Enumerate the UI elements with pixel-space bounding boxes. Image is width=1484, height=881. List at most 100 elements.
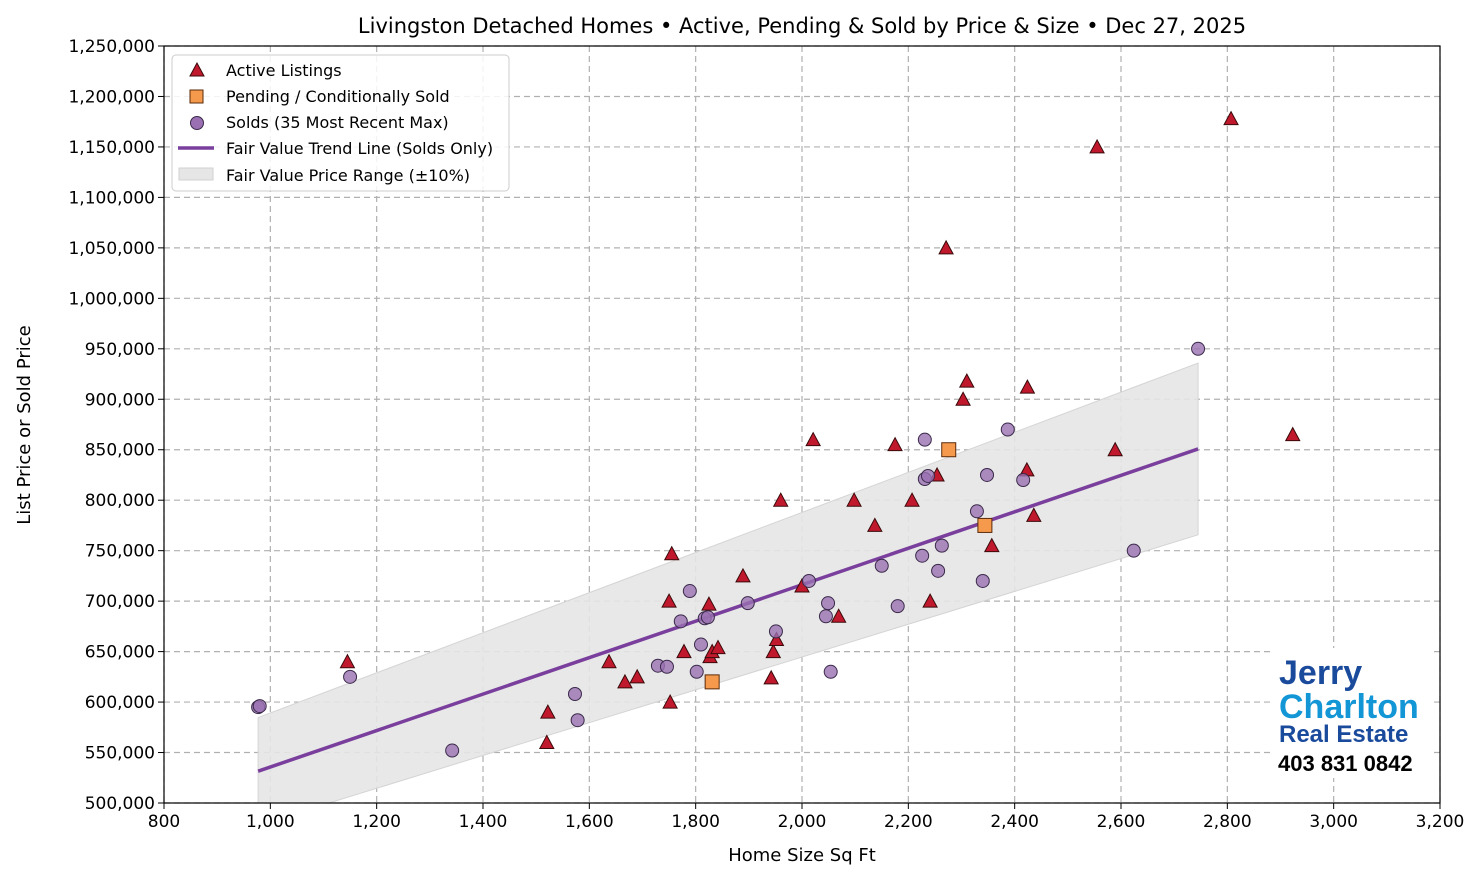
sold-point xyxy=(818,609,833,624)
legend-band: Fair Value Price Range (±10%) xyxy=(226,166,470,185)
y-tick-label: 900,000 xyxy=(85,390,155,410)
sold-point xyxy=(1126,543,1141,558)
jerry-charlton-logo: Jerry Charlton Real Estate 403 831 0842 xyxy=(1270,648,1430,778)
x-tick-label: 3,200 xyxy=(1416,812,1465,832)
y-tick-label: 500,000 xyxy=(85,794,155,814)
x-tick-label: 2,400 xyxy=(990,812,1039,832)
active-listing-point xyxy=(867,517,883,532)
active-listing-point xyxy=(538,734,555,749)
active-listing-point xyxy=(1223,110,1239,126)
x-tick-label: 2,200 xyxy=(884,812,933,832)
sold-point xyxy=(1191,341,1206,356)
active-listing-point xyxy=(938,239,954,255)
legend-pending: Pending / Conditionally Sold xyxy=(226,87,450,106)
active-listing-point xyxy=(830,608,847,623)
active-listing-point xyxy=(765,643,782,659)
active-listing-point xyxy=(983,537,1000,553)
sold-point xyxy=(768,624,783,639)
y-tick-label: 1,200,000 xyxy=(68,87,155,107)
x-tick-label: 2,800 xyxy=(1203,812,1252,832)
active-listing-point xyxy=(676,643,692,659)
y-tick-label: 850,000 xyxy=(85,441,155,461)
sold-point xyxy=(934,538,949,553)
y-tick-label: 600,000 xyxy=(85,693,155,713)
sold-point xyxy=(445,743,460,758)
y-tick-label: 1,100,000 xyxy=(68,188,155,208)
pending-point xyxy=(977,517,993,533)
active-listing-point xyxy=(955,391,971,406)
sold-point xyxy=(689,664,704,679)
trend-line-group xyxy=(257,447,1199,773)
x-tick-label: 1,600 xyxy=(565,812,614,832)
active-listing-point xyxy=(922,593,938,608)
sold-point xyxy=(917,432,932,447)
x-axis-label: Home Size Sq Ft xyxy=(728,845,876,866)
x-tick-label: 1,800 xyxy=(671,812,720,832)
y-tick-label: 700,000 xyxy=(85,592,155,612)
active-listing-point xyxy=(1019,379,1036,394)
active-listing-point xyxy=(772,492,789,507)
sold-point xyxy=(874,558,889,573)
sold-point xyxy=(931,563,946,578)
pending-point xyxy=(941,442,957,458)
fair-value-trend-line xyxy=(257,447,1199,773)
legend-trend: Fair Value Trend Line (Solds Only) xyxy=(226,139,493,158)
active-listing-point xyxy=(339,653,356,669)
sold-point xyxy=(1000,422,1015,437)
sold-point xyxy=(975,573,990,588)
sold-point xyxy=(693,637,708,652)
sold-point xyxy=(567,686,582,701)
sold-point xyxy=(915,548,930,563)
legend-square-icon xyxy=(189,89,204,104)
y-tick-label: 1,050,000 xyxy=(68,239,155,259)
x-tick-label: 2,000 xyxy=(778,812,827,832)
active-listing-point xyxy=(846,492,862,507)
legend-active: Active Listings xyxy=(226,61,342,80)
y-tick-label: 550,000 xyxy=(85,744,155,764)
x-tick-label: 1,000 xyxy=(246,812,295,832)
y-tick-label: 1,150,000 xyxy=(68,138,155,158)
active-listing-point xyxy=(661,593,677,608)
fair-value-band xyxy=(257,362,1199,803)
chart-title: Livingston Detached Homes • Active, Pend… xyxy=(358,14,1246,38)
x-tick-label: 1,200 xyxy=(352,812,401,832)
y-tick-label: 650,000 xyxy=(85,643,155,663)
y-tick-label: 950,000 xyxy=(85,340,155,360)
y-tick-label: 1,000,000 xyxy=(68,289,155,309)
y-axis-label: List Price or Sold Price xyxy=(14,325,35,524)
data-points xyxy=(251,110,1301,758)
sold-point xyxy=(252,699,267,714)
active-listing-point xyxy=(663,545,680,561)
sold-point xyxy=(823,664,838,679)
active-listing-point xyxy=(768,631,785,646)
sold-point xyxy=(682,584,697,599)
active-listing-point xyxy=(1107,441,1123,457)
axis-ticks: 800 1,000 1,200 1,400 1,600 1,800 2,000 2,200 2,… xyxy=(68,37,1464,832)
active-listing-point xyxy=(662,694,678,709)
sold-point xyxy=(801,573,816,588)
sold-point xyxy=(700,610,715,625)
logo-phone: 403 831 0842 xyxy=(1278,751,1413,776)
active-listing-point xyxy=(1025,507,1042,522)
sold-point xyxy=(821,596,836,611)
active-listing-point xyxy=(617,673,633,689)
sold-point xyxy=(921,468,936,483)
sold-point xyxy=(659,659,674,674)
y-tick-label: 800,000 xyxy=(85,491,155,511)
sold-point xyxy=(890,599,905,614)
x-tick-label: 800 xyxy=(148,812,180,832)
y-tick-label: 1,250,000 xyxy=(68,37,155,57)
legend: Active Listings Pending / Conditionally … xyxy=(171,54,510,192)
active-listing-point xyxy=(958,373,975,388)
x-tick-label: 1,400 xyxy=(459,812,508,832)
x-tick-label: 2,600 xyxy=(1097,812,1146,832)
active-listing-point xyxy=(887,436,903,452)
legend-solds: Solds (35 Most Recent Max) xyxy=(226,113,449,132)
active-listing-point xyxy=(805,431,822,447)
active-listing-point xyxy=(1284,426,1301,442)
legend-triangle-icon xyxy=(189,61,205,77)
legend-band-icon xyxy=(178,167,214,181)
y-tick-label: 750,000 xyxy=(85,542,155,562)
active-listing-point xyxy=(701,596,717,611)
